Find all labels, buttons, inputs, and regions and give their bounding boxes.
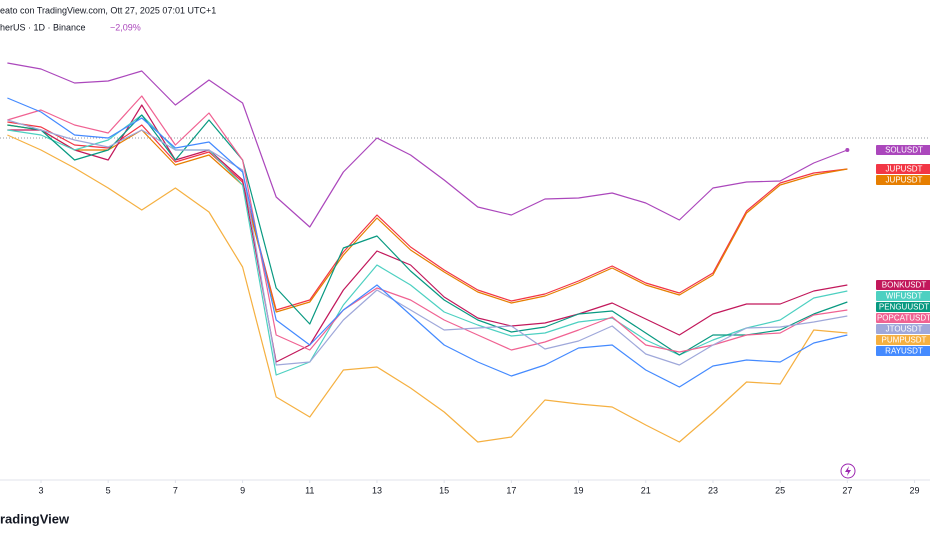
legend-label: BONKUSDT — [882, 281, 927, 290]
legend-entry: POPCATUSDT — [876, 313, 930, 323]
x-tick-label: 9 — [240, 485, 245, 495]
legend-box — [876, 324, 930, 334]
legend-entry: RAYUSDT — [876, 346, 930, 356]
legend-label: JTOUSDT — [886, 325, 923, 334]
legend-box — [876, 145, 930, 155]
legend-label: JUPUSDT — [886, 165, 923, 174]
x-tick-label: 7 — [173, 485, 178, 495]
legend-label: RAYUSDT — [885, 347, 923, 356]
symbol-line: herUS · 1D · Binance — [0, 22, 86, 32]
x-tick-label: 29 — [910, 485, 920, 495]
change: −2,09% — [110, 22, 141, 32]
legend-entry: BONKUSDT — [876, 280, 930, 290]
x-tick-label: 15 — [439, 485, 449, 495]
x-tick-label: 25 — [775, 485, 785, 495]
series-line — [7, 124, 848, 313]
legend-entry: PUMPUSDT — [876, 335, 930, 345]
source-line: eato con TradingView.com, Ott 27, 2025 0… — [0, 5, 216, 15]
legend-entry: JUPUSDT — [876, 164, 930, 174]
legend-entry: PENGUUSDT — [876, 302, 930, 312]
legend-label: PUMPUSDT — [882, 336, 927, 345]
legend-box — [876, 280, 930, 290]
series-line — [7, 97, 848, 388]
lightning-icon — [840, 463, 856, 479]
legend-label: JUPUSDT — [886, 176, 923, 185]
x-tick-label: 27 — [842, 485, 852, 495]
legend-label: WIFUSDT — [886, 292, 923, 301]
series-line — [7, 121, 848, 311]
x-tick-label: 3 — [38, 485, 43, 495]
series-line — [7, 95, 848, 353]
legend-entry: WIFUSDT — [876, 291, 930, 301]
legend-label: PENGUUSDT — [879, 303, 929, 312]
legend-box — [876, 346, 930, 356]
legend-box — [876, 302, 930, 312]
legend-entry: JTOUSDT — [876, 324, 930, 334]
x-tick-label: 23 — [708, 485, 718, 495]
logo: radingView — [0, 511, 70, 526]
series-line — [7, 119, 848, 366]
legend-box — [876, 291, 930, 301]
x-tick-label: 5 — [106, 485, 111, 495]
legend-box — [876, 175, 930, 185]
x-tick-label: 19 — [574, 485, 584, 495]
legend-box — [876, 164, 930, 174]
series-line — [7, 114, 848, 376]
legend-label: SOLUSDT — [885, 146, 923, 155]
x-tick-label: 13 — [372, 485, 382, 495]
legend-box — [876, 313, 930, 323]
legend-box — [876, 335, 930, 345]
legend-entry: JUPUSDT — [876, 175, 930, 185]
x-tick-label: 21 — [641, 485, 651, 495]
legend-entry: SOLUSDT — [876, 145, 930, 155]
series-line — [7, 114, 848, 356]
series-line — [7, 104, 848, 363]
last-point — [845, 148, 850, 152]
series-line — [7, 62, 848, 228]
x-tick-label: 11 — [305, 485, 314, 495]
x-tick-label: 17 — [506, 485, 516, 495]
legend-label: POPCATUSDT — [877, 314, 930, 323]
series-line — [7, 134, 848, 443]
